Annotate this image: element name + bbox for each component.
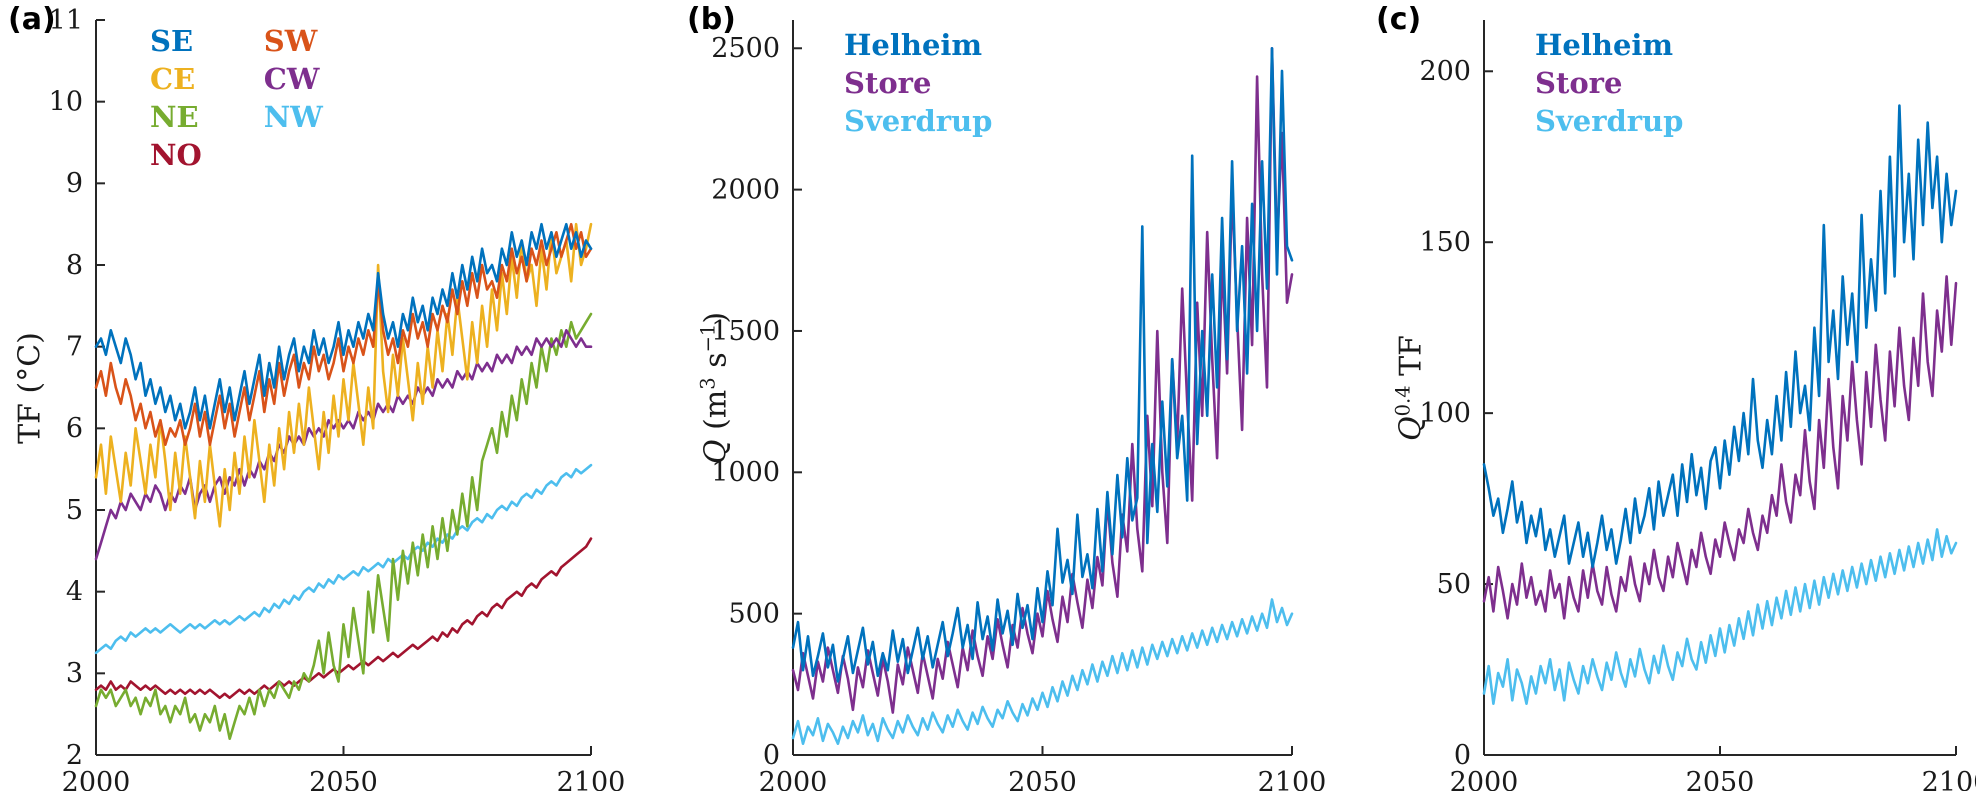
legend-entry-no: NO [150, 138, 202, 172]
y-tick-label: 200 [1419, 56, 1471, 87]
y-tick-label: 7 [66, 332, 83, 363]
panel-a-legend: SE CE NE NO SW CW NW [150, 22, 323, 174]
legend-column: SE CE NE NO [150, 22, 202, 174]
y-tick-label: 500 [728, 599, 780, 630]
x-tick-label: 2100 [557, 767, 626, 791]
y-tick-label: 2500 [711, 33, 780, 64]
panel-c-legend: Helheim Store Sverdrup [1535, 26, 1683, 140]
y-tick-label: 100 [1419, 398, 1471, 429]
panel-a-label: (a) [8, 2, 56, 37]
series-line-sverdrup [1482, 528, 1958, 706]
y-tick-label: 1500 [711, 316, 780, 347]
legend-entry-ce: CE [150, 62, 196, 96]
panel-c: (c) Q0.4 TF 050100150200200020502100 Hel… [1318, 0, 1976, 791]
y-tick-label: 9 [66, 168, 83, 199]
series-line-sverdrup [791, 598, 1294, 746]
x-tick-label: 2000 [759, 767, 828, 791]
series-line-cw [94, 328, 593, 561]
y-tick-label: 2 [66, 740, 83, 771]
y-tick-label: 10 [49, 87, 83, 118]
y-tick-label: 11 [49, 5, 83, 36]
panel-a: (a) TF (°C) 2 3 4 5 6 7 8 9 10 11 2000 2050 2100 SE C… [0, 0, 659, 791]
y-tick-label: 50 [1437, 569, 1471, 600]
x-tick-label: 2050 [1008, 767, 1077, 791]
y-tick-label: 2000 [711, 175, 780, 206]
legend-entry-ne: NE [150, 100, 199, 134]
legend-entry-store: Store [844, 66, 932, 100]
series-line-helheim [1482, 104, 1958, 569]
y-tick-label: 0 [1454, 740, 1471, 771]
y-tick-label: 1000 [711, 457, 780, 488]
y-tick-label: 3 [66, 658, 83, 689]
legend-column: SW CW NW [264, 22, 323, 174]
y-tick-label: 4 [66, 577, 83, 608]
legend-entry-helheim: Helheim [844, 28, 983, 62]
legend-entry-nw: NW [263, 100, 323, 134]
series-line-se [94, 222, 593, 430]
panel-a-plot: 2 3 4 5 6 7 8 9 10 11 2000 2050 2100 [49, 5, 626, 791]
series-line-sw [94, 222, 593, 447]
x-tick-label: 2100 [1258, 767, 1327, 791]
x-tick-label: 2000 [62, 767, 131, 791]
legend-entry-sverdrup: Sverdrup [1535, 104, 1684, 138]
legend-entry-store: Store [1535, 66, 1623, 100]
x-tick-label: 2100 [1922, 767, 1976, 791]
panel-c-plot: 0 50 100 150 200 2000 2050 2100 [1419, 20, 1976, 791]
legend-column: Helheim Store Sverdrup [1535, 26, 1683, 140]
series-line-helheim [791, 46, 1294, 683]
y-tick-label: 0 [763, 740, 780, 771]
y-tick-label: 6 [66, 413, 83, 444]
y-tick-label: 150 [1419, 227, 1471, 258]
x-tick-label: 2050 [309, 767, 378, 791]
y-tick-label: 5 [66, 495, 83, 526]
panel-b-legend: Helheim Store Sverdrup [844, 26, 992, 140]
panel-c-label: (c) [1376, 2, 1422, 37]
legend-entry-se: SE [150, 24, 194, 58]
panel-b-plot: 0 500 1000 1500 2000 2500 2000 2050 2100 [711, 20, 1326, 791]
legend-entry-sverdrup: Sverdrup [844, 104, 993, 138]
series-line-ne [94, 312, 593, 741]
y-tick-label: 8 [66, 250, 83, 281]
x-tick-label: 2000 [1450, 767, 1519, 791]
series-line-ce [94, 222, 593, 528]
x-tick-label: 2050 [1686, 767, 1755, 791]
panel-b-label: (b) [687, 2, 736, 37]
legend-entry-helheim: Helheim [1535, 28, 1674, 62]
panel-b: (b) Q (m3 s−1) 0 500 1000 1500 2000 2500 2000 2… [659, 0, 1326, 791]
series-line-store [1482, 275, 1958, 620]
series-line-store [791, 46, 1294, 714]
legend-entry-cw: CW [263, 62, 320, 96]
series-line-nw [94, 463, 593, 655]
legend-entry-sw: SW [263, 24, 318, 58]
series-line-no [94, 537, 593, 700]
legend-column: Helheim Store Sverdrup [844, 26, 992, 140]
